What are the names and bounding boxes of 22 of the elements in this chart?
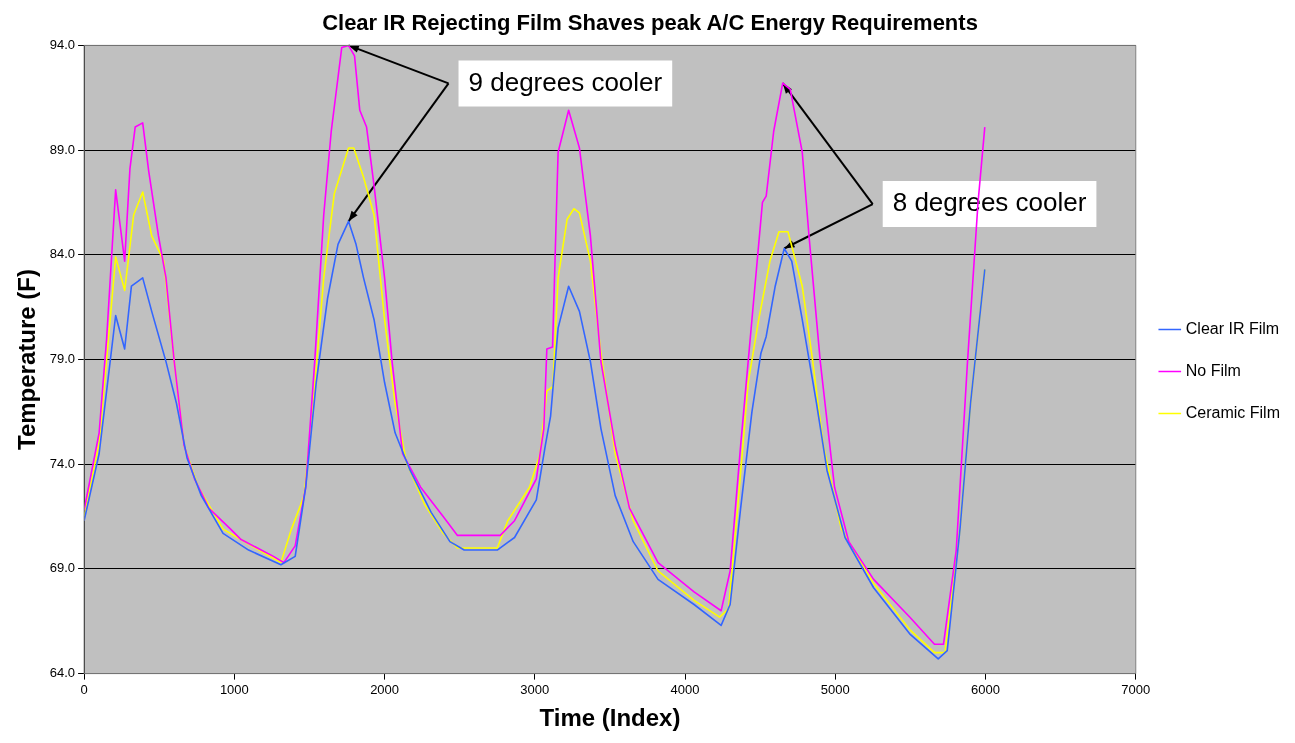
y-tick-label: 84.0 [49,246,76,262]
y-tick-label: 79.0 [49,351,76,367]
chart-title: Clear IR Rejecting Film Shaves peak A/C Energy Requirements [322,10,978,36]
x-tick-label: 4000 [670,681,700,697]
x-tick-label: 3000 [520,681,550,697]
y-tick-label: 89.0 [49,141,76,157]
y-axis-title: Temperature (F) [13,269,41,450]
y-tick-label: 64.0 [49,665,76,681]
x-tick-label: 5000 [820,681,850,697]
y-tick-label: 69.0 [49,560,76,576]
legend-label: Ceramic Film [1185,403,1280,421]
legend-label: Clear IR Film [1185,319,1280,337]
x-tick-label: 0 [80,681,88,697]
x-tick-label: 1000 [219,681,249,697]
x-tick-label: 2000 [370,681,400,697]
y-tick-label: 74.0 [49,455,76,471]
y-tick-label: 94.0 [49,36,76,52]
x-axis-title: Time (Index) [539,704,681,732]
x-tick-label: 7000 [1121,681,1151,697]
legend-label: No Film [1185,361,1241,379]
annotation: 9 degrees cooler [468,66,663,97]
x-tick-label: 6000 [971,681,1000,697]
